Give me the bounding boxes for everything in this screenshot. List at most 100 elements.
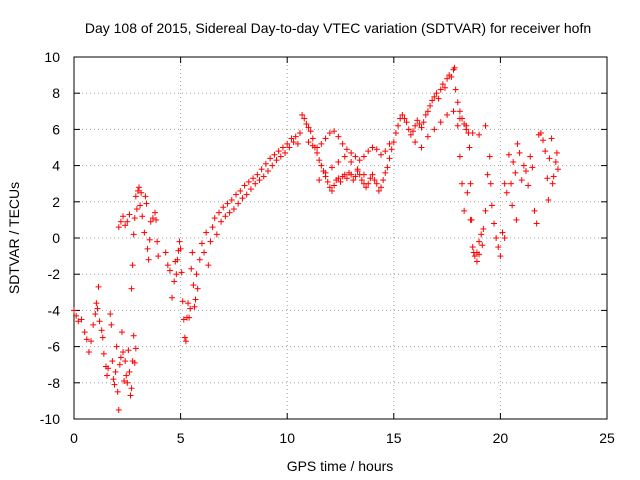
data-point — [131, 359, 138, 366]
data-point — [335, 175, 342, 182]
data-point — [124, 218, 131, 225]
data-point — [553, 149, 560, 156]
data-point — [540, 137, 547, 144]
data-point — [113, 343, 120, 350]
x-axis-label: GPS time / hours — [287, 458, 394, 474]
data-point — [459, 180, 466, 187]
data-point — [469, 244, 476, 251]
data-point — [416, 120, 423, 127]
data-point — [439, 81, 446, 88]
data-point — [482, 207, 489, 214]
data-point — [405, 126, 412, 133]
data-point — [486, 153, 493, 160]
data-point — [99, 334, 106, 341]
data-point — [129, 262, 136, 269]
data-point — [245, 178, 252, 185]
data-point — [207, 238, 214, 245]
data-point — [497, 253, 504, 260]
data-point — [187, 305, 194, 312]
data-point — [173, 271, 180, 278]
data-point — [194, 285, 201, 292]
data-point — [341, 153, 348, 160]
data-point — [198, 240, 205, 247]
data-point — [107, 311, 114, 318]
data-point — [120, 349, 127, 356]
data-point — [350, 177, 357, 184]
data-point — [132, 345, 139, 352]
data-point — [324, 178, 331, 185]
data-point — [186, 314, 193, 321]
data-point — [424, 133, 431, 140]
data-point — [286, 144, 293, 151]
data-point — [275, 148, 282, 155]
data-point — [211, 215, 218, 222]
data-point — [98, 327, 105, 334]
data-point — [456, 153, 463, 160]
data-point — [162, 249, 169, 256]
data-point — [479, 242, 486, 249]
data-point — [531, 207, 538, 214]
data-point — [121, 377, 128, 384]
data-point — [456, 108, 463, 115]
data-point — [501, 235, 508, 241]
data-point — [233, 191, 240, 198]
data-point — [237, 187, 244, 194]
data-point — [522, 168, 529, 175]
data-point — [116, 361, 123, 368]
data-point — [470, 249, 477, 256]
data-point — [380, 177, 387, 184]
data-point — [265, 168, 272, 175]
axis-ticks: 0 5 10 15 20 25 -10 -8 -6 -4 -2 0 2 4 6 8 10 — [40, 49, 615, 446]
data-point — [205, 262, 212, 269]
data-point — [174, 256, 181, 263]
data-point — [314, 149, 321, 156]
data-point — [243, 191, 250, 198]
data-point — [90, 321, 97, 328]
data-point — [360, 153, 367, 160]
data-point — [177, 245, 184, 252]
data-point — [78, 316, 85, 323]
data-point — [290, 139, 297, 146]
data-point — [495, 244, 502, 251]
data-point — [299, 111, 306, 118]
data-point — [209, 224, 216, 231]
data-point — [343, 146, 350, 153]
data-point — [431, 93, 438, 100]
data-point — [182, 338, 189, 345]
data-point — [356, 157, 363, 164]
x-tick-label: 25 — [599, 430, 615, 446]
data-point — [147, 218, 154, 225]
data-point — [203, 229, 210, 236]
data-point — [358, 177, 365, 184]
y-tick-label: -10 — [40, 411, 60, 427]
data-point — [146, 236, 153, 243]
data-point — [467, 216, 474, 223]
data-point — [510, 158, 517, 165]
grid — [74, 57, 607, 419]
data-point — [452, 86, 459, 93]
data-point — [138, 189, 145, 196]
data-point — [454, 99, 461, 106]
data-point — [435, 95, 442, 102]
data-point — [516, 149, 523, 156]
data-point — [343, 175, 350, 182]
data-point — [360, 171, 367, 178]
data-points — [71, 64, 561, 413]
data-point — [367, 175, 374, 182]
data-point — [533, 220, 540, 227]
data-point — [328, 164, 335, 171]
data-point — [191, 303, 198, 310]
data-point — [499, 229, 506, 236]
data-point — [144, 245, 151, 252]
data-point — [277, 153, 284, 160]
data-point — [239, 195, 246, 202]
data-point — [388, 146, 395, 153]
data-point — [375, 187, 382, 194]
data-point — [512, 169, 519, 176]
data-point — [461, 207, 468, 214]
data-point — [142, 193, 149, 200]
data-point — [373, 180, 380, 187]
data-point — [352, 153, 359, 160]
data-point — [95, 283, 102, 290]
data-point — [123, 372, 130, 379]
